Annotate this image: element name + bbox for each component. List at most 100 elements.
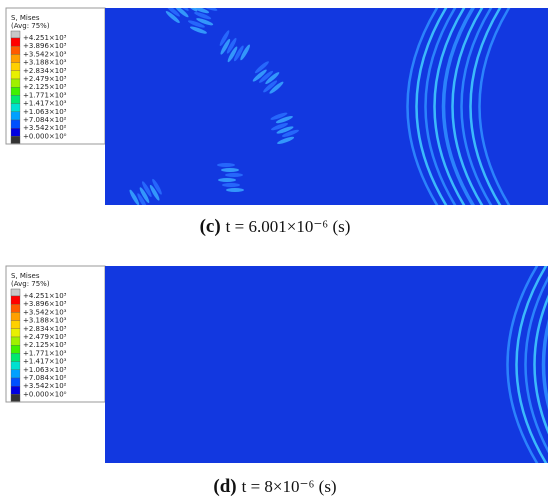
stress-streak: [234, 45, 244, 62]
legend-label: +1.417×10³: [23, 358, 67, 366]
legend-label: +2.479×10³: [23, 333, 67, 341]
stress-streak: [149, 184, 160, 201]
stress-streak: [217, 163, 235, 167]
legend-label: +2.125×10³: [23, 341, 67, 349]
stress-streak: [254, 61, 269, 74]
wavefront: [406, 8, 439, 205]
stress-streak: [275, 115, 293, 124]
legend-label: +2.834×10³: [23, 67, 67, 75]
stress-streak: [189, 26, 207, 34]
stress-streak: [142, 181, 152, 198]
legend-swatch: [10, 386, 21, 395]
legend-swatch: [10, 119, 21, 129]
field-background: [105, 8, 548, 205]
legend-swatch: [10, 78, 21, 88]
contour-field: [105, 0, 548, 463]
wavefront: [451, 8, 484, 205]
legend-swatch: [10, 336, 21, 346]
caption-label: (d): [213, 476, 236, 497]
wavefront: [433, 8, 466, 205]
legend-swatch: [10, 345, 21, 354]
legend-box: [5, 265, 106, 403]
legend-swatch: [10, 136, 21, 144]
legend-label: +3.188×10³: [23, 317, 67, 325]
legend-label: +0.000×10⁰: [23, 390, 67, 398]
stress-streak: [271, 123, 289, 131]
wavefront: [460, 8, 493, 205]
wavefront: [424, 8, 457, 205]
legend-swatch: [10, 312, 21, 321]
stress-streak: [137, 193, 147, 205]
legend-label: +3.188×10³: [23, 59, 67, 67]
stress-streak: [276, 126, 294, 134]
caption: (d) t = 8×10⁻⁶ (s): [213, 476, 336, 497]
stress-streak: [227, 46, 238, 63]
legend-swatch: [10, 361, 21, 370]
legend-swatch: [10, 46, 21, 55]
legend-swatch: [10, 70, 21, 80]
wavefront: [515, 266, 548, 463]
wavefront: [541, 319, 548, 410]
legend-label: +3.542×10³: [23, 308, 67, 316]
legend-title: S, Mises: [11, 272, 40, 280]
stress-streak: [129, 189, 140, 205]
stress-streak: [152, 178, 162, 195]
wavefront: [441, 8, 476, 205]
legend-box: [5, 7, 106, 145]
wavefront: [469, 8, 502, 205]
legend-swatch: [10, 87, 21, 96]
legend-label: +3.896×10³: [23, 300, 67, 308]
stress-streak: [187, 20, 205, 28]
legend-swatch: [10, 54, 21, 63]
stress-pattern: [129, 0, 511, 205]
legend-swatch: [10, 328, 21, 338]
legend-label: +1.771×10³: [23, 349, 67, 357]
legend-swatch: [10, 95, 21, 104]
stress-streak: [194, 12, 212, 20]
stress-streak: [236, 0, 248, 7]
stress-streak: [277, 136, 295, 145]
stress-streak: [269, 81, 284, 94]
legend-subtitle: (Avg: 75%): [11, 280, 50, 288]
wavefront: [478, 8, 511, 205]
legend-swatch: [10, 320, 21, 329]
legend-swatch: [10, 353, 21, 362]
stress-streak: [263, 80, 278, 93]
legend-label: +2.125×10³: [23, 83, 67, 91]
legend-label: +4.251×10³: [23, 34, 67, 42]
stress-streak: [174, 8, 189, 18]
legend-label: +0.000×10⁰: [23, 132, 67, 140]
stress-streak: [219, 30, 230, 47]
stress-streak: [196, 18, 214, 26]
stress-streak: [246, 0, 258, 5]
legend-swatch: [10, 37, 21, 47]
legend-swatch: [10, 304, 21, 313]
legend-swatch: [10, 295, 21, 305]
legend-swatch: [10, 369, 21, 379]
stress-streak: [139, 187, 150, 203]
legend-swatch: [10, 111, 21, 121]
stress-streak: [220, 38, 231, 55]
legend-swatch: [10, 30, 21, 39]
legend-label: +1.771×10³: [23, 91, 67, 99]
legend-swatch: [10, 128, 21, 137]
stress-streak: [226, 37, 237, 54]
stress-streak: [281, 129, 299, 137]
stress-streak: [165, 11, 180, 24]
stress-streak: [225, 173, 243, 177]
wavefront: [415, 8, 448, 205]
legend-label: +3.542×10³: [23, 50, 67, 58]
stress-streak: [182, 0, 198, 6]
caption: (c) t = 6.001×10⁻⁶ (s): [200, 216, 351, 237]
caption-text: t = 6.001×10⁻⁶ (s): [226, 217, 351, 236]
stress-streak: [226, 188, 244, 192]
legend-swatch: [10, 103, 21, 112]
legend-label: +1.063×10³: [23, 366, 67, 374]
legend-label: +1.417×10³: [23, 100, 67, 108]
stress-streak: [221, 168, 239, 172]
stress-streak: [265, 72, 280, 85]
stress-streak: [183, 8, 198, 12]
stress-streak: [165, 8, 180, 17]
caption-label: (c): [200, 216, 221, 237]
legend-swatch: [10, 377, 21, 387]
